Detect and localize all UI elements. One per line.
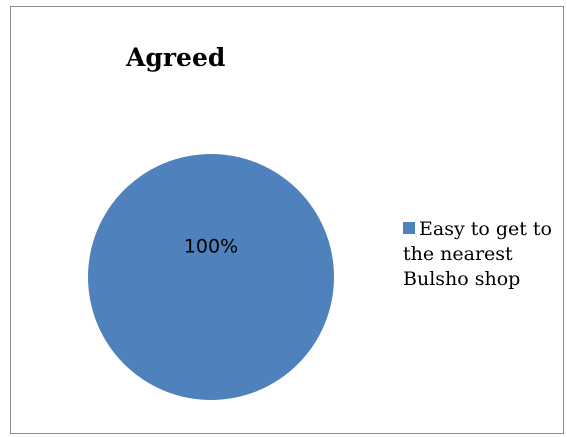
legend-label-line-1: Easy to get to	[419, 218, 552, 240]
pie-chart: 100%	[88, 154, 334, 400]
pie-data-label: 100%	[184, 236, 238, 258]
pie-slice	[88, 154, 334, 400]
legend-label-line-2: the nearest	[403, 243, 513, 265]
legend: Easy to get to the nearest Bulsho shop	[403, 217, 567, 292]
legend-label-line-3: Bulsho shop	[403, 268, 521, 290]
pie-slices	[88, 154, 334, 400]
chart-title: Agreed	[126, 43, 226, 72]
legend-swatch	[403, 222, 415, 234]
pie-data-labels: 100%	[184, 236, 238, 258]
chart-frame: Agreed 100% Easy to get to the nearest B…	[10, 6, 564, 434]
